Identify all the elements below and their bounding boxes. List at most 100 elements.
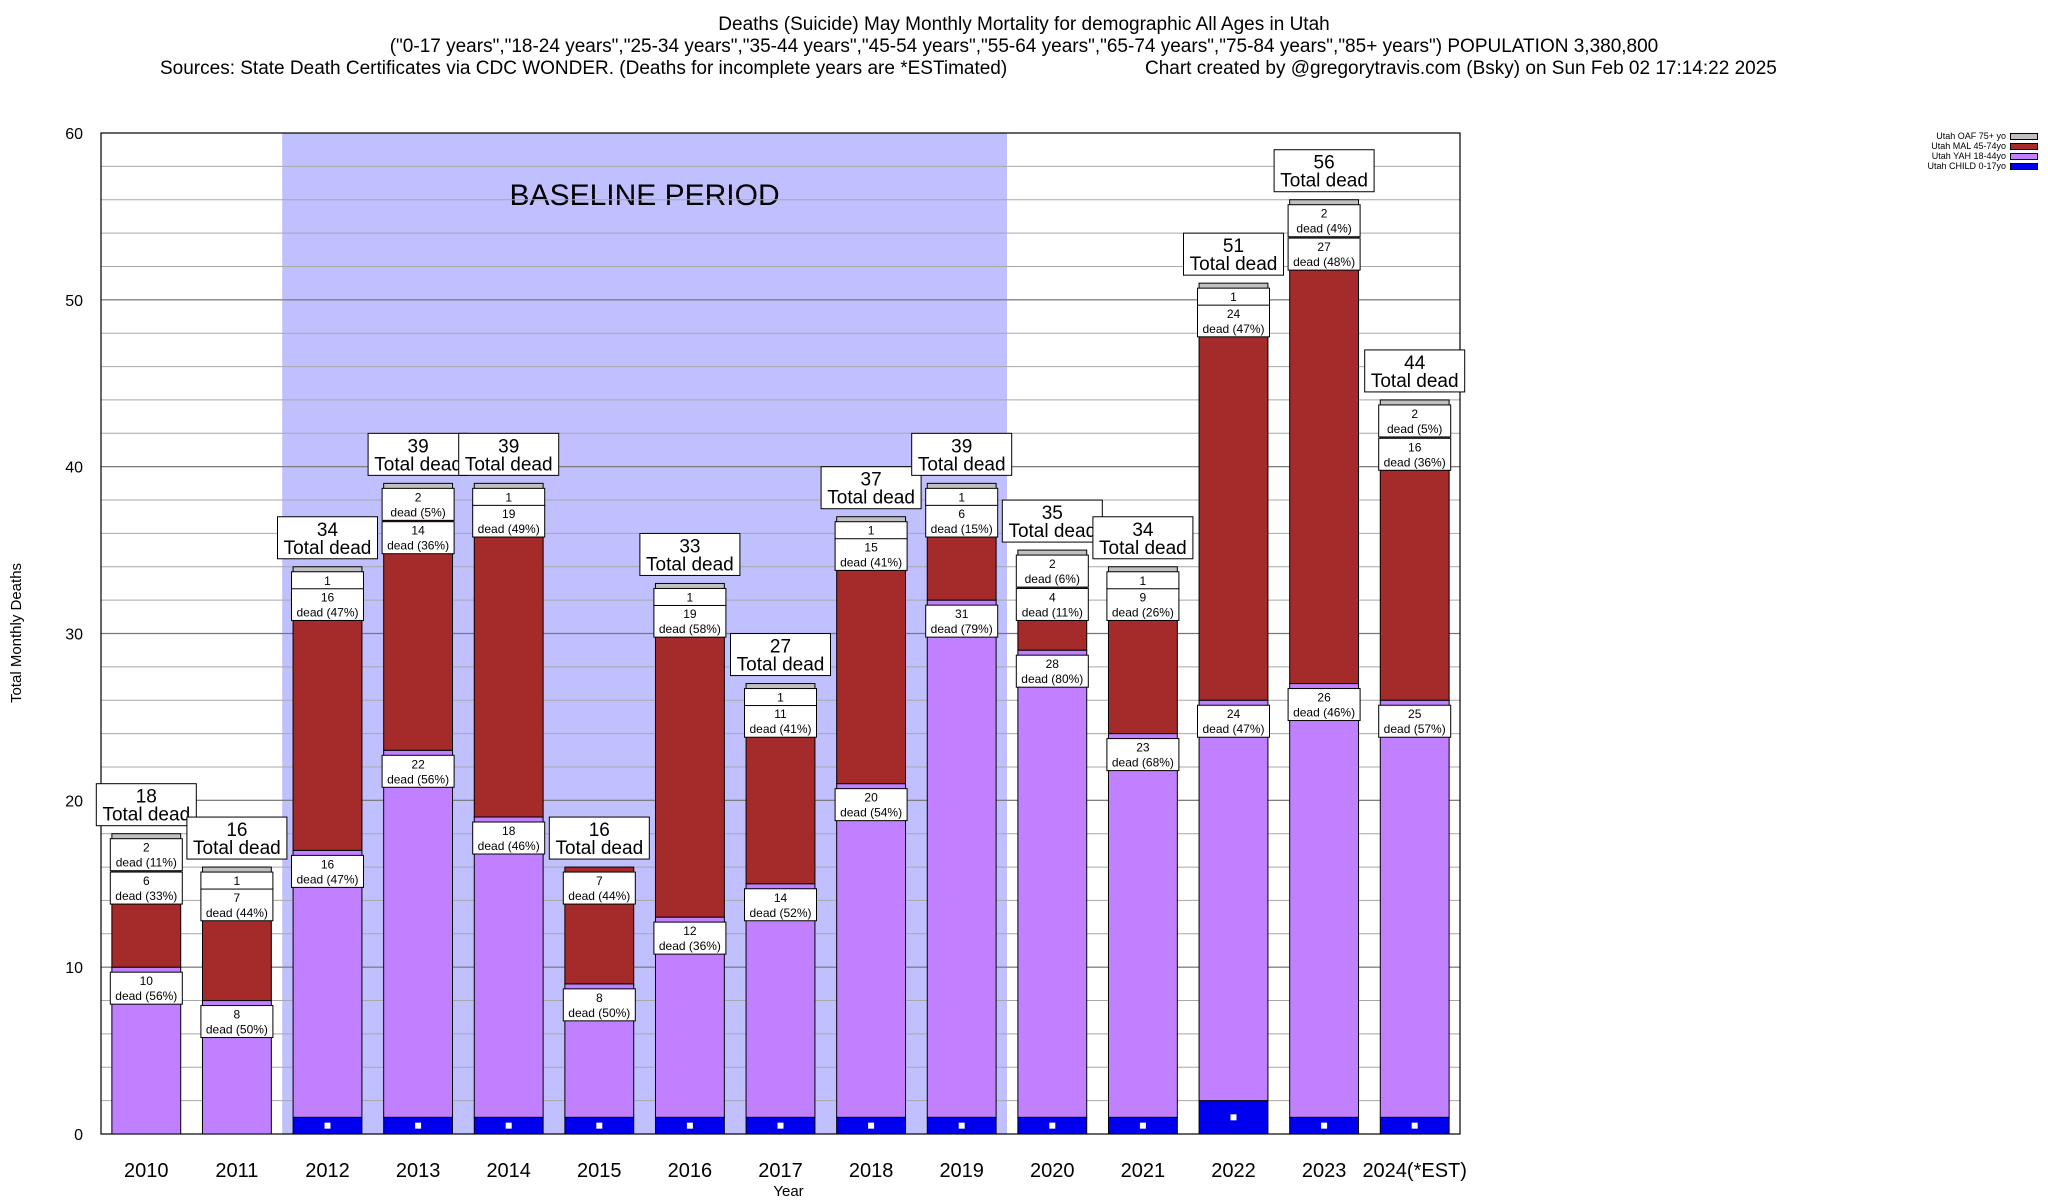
bar-segment-mal	[836, 532, 907, 785]
value-label-oaf-count: 1	[868, 524, 875, 538]
value-label-mal-pct: dead (41%)	[749, 722, 811, 736]
x-tick-label: 2022	[1211, 1160, 1256, 1182]
value-label-yah-box	[472, 821, 546, 855]
value-label-yah-pct: dead (68%)	[1112, 756, 1174, 770]
value-label-yah-pct: dead (46%)	[1293, 706, 1355, 720]
bar-segment-mal	[292, 582, 363, 851]
value-label-mal-box	[472, 504, 546, 538]
bar-marker-child	[505, 1122, 512, 1129]
bar-marker-child	[1411, 1122, 1418, 1129]
value-label-mal-pct: dead (11%)	[1022, 605, 1083, 619]
bar-segment-mal	[473, 499, 544, 818]
value-label-oaf-box	[744, 688, 817, 707]
x-tick-label: 2023	[1302, 1160, 1347, 1182]
value-label-mal-pct: dead (47%)	[296, 605, 358, 619]
legend-label-child: Utah CHILD 0-17yo	[1927, 161, 2006, 171]
value-label-mal-count: 16	[321, 590, 335, 604]
value-label-mal-pct: dead (36%)	[387, 539, 449, 553]
value-label-mal-pct: dead (47%)	[1202, 322, 1264, 336]
title-line-2: ("0-17 years","18-24 years","25-34 years…	[389, 36, 1659, 57]
x-tick-label: 2010	[124, 1160, 169, 1182]
bar-segment-mal	[1198, 299, 1269, 701]
value-label-mal-pct: dead (48%)	[1293, 255, 1355, 269]
value-label-mal-count: 14	[411, 524, 425, 538]
value-label-oaf-count: 1	[234, 874, 241, 888]
total-label-text: Total dead	[737, 655, 825, 676]
value-label-oaf-box	[381, 487, 455, 521]
value-label-mal-box	[1287, 237, 1361, 271]
value-label-oaf-count: 2	[1049, 557, 1056, 571]
total-label-value: 44	[1404, 353, 1426, 374]
value-label-oaf-pct: dead (4%)	[1296, 222, 1351, 236]
value-label-mal-pct: dead (49%)	[478, 522, 540, 536]
bar-marker-child	[1230, 1114, 1237, 1121]
value-label-mal-box	[381, 521, 455, 555]
value-label-oaf-box	[834, 521, 908, 540]
value-label-yah-count: 18	[502, 824, 516, 838]
total-label-text: Total dead	[193, 838, 281, 859]
value-label-yah-count: 14	[774, 891, 788, 905]
value-label-yah-box	[653, 921, 727, 955]
total-label-text: Total dead	[646, 554, 734, 575]
value-label-mal-box	[562, 871, 636, 905]
value-label-mal-count: 16	[1408, 440, 1422, 454]
value-label-yah-count: 31	[955, 607, 969, 621]
value-label-yah-box	[1106, 738, 1180, 772]
chart-legend: Utah OAF 75+ yo Utah MAL 45-74yo Utah YA…	[1860, 131, 2038, 171]
bar-segment-mal	[383, 516, 454, 751]
legend-item-child: Utah CHILD 0-17yo	[1860, 161, 2038, 171]
legend-label-mal: Utah MAL 45-74yo	[1931, 141, 2006, 151]
value-label-yah-count: 26	[1317, 691, 1331, 705]
value-label-yah-pct: dead (54%)	[840, 806, 902, 820]
value-label-yah-count: 28	[1046, 657, 1060, 671]
value-label-mal-pct: dead (15%)	[931, 522, 993, 536]
value-label-mal-box	[291, 587, 364, 621]
total-label-box	[820, 466, 922, 510]
value-label-oaf-count: 1	[324, 574, 331, 588]
x-tick-label: 2020	[1030, 1160, 1075, 1182]
bar-segment-yah	[745, 883, 816, 1118]
value-label-yah-box	[562, 988, 636, 1022]
value-label-yah-pct: dead (79%)	[931, 622, 993, 636]
value-label-oaf-count: 1	[958, 490, 965, 504]
value-label-yah-box	[381, 754, 455, 788]
y-tick-label: 10	[65, 960, 83, 977]
value-label-yah-pct: dead (47%)	[1202, 722, 1264, 736]
legend-label-yah: Utah YAH 18-44yo	[1931, 151, 2006, 161]
value-label-oaf-count: 2	[1321, 207, 1328, 221]
legend-swatch-oaf	[2010, 132, 2038, 140]
value-label-yah-pct: dead (50%)	[206, 1023, 268, 1037]
value-label-yah-pct: dead (50%)	[568, 1006, 630, 1020]
value-label-yah-count: 8	[596, 991, 603, 1005]
total-label-value: 37	[861, 470, 882, 491]
value-label-oaf-pct: dead (11%)	[116, 856, 177, 870]
y-tick-label: 30	[65, 627, 83, 644]
value-label-oaf-count: 1	[687, 590, 694, 604]
value-label-oaf-count: 2	[143, 841, 150, 855]
bar-marker-child	[868, 1122, 875, 1129]
total-label-text: Total dead	[1008, 521, 1096, 542]
bar-segment-mal	[1289, 232, 1360, 685]
value-label-yah-box	[1378, 704, 1452, 738]
value-label-yah-box	[744, 888, 817, 922]
x-tick-label: 2019	[939, 1160, 984, 1182]
value-label-yah-count: 20	[864, 791, 878, 805]
value-label-mal-count: 4	[1049, 590, 1056, 604]
value-label-yah-count: 22	[411, 757, 425, 771]
total-label-box	[95, 783, 197, 827]
total-label-text: Total dead	[1280, 171, 1368, 192]
value-label-mal-pct: dead (26%)	[1112, 605, 1174, 619]
x-tick-label: 2011	[215, 1160, 258, 1182]
bar-segment-yah	[292, 849, 363, 1118]
value-label-mal-count: 11	[774, 707, 787, 721]
total-label-value: 51	[1223, 236, 1244, 257]
total-label-value: 34	[317, 520, 339, 541]
value-label-yah-count: 25	[1408, 707, 1422, 721]
value-label-oaf-box	[653, 587, 727, 606]
value-label-yah-pct: dead (56%)	[115, 989, 177, 1003]
value-label-mal-count: 7	[596, 874, 603, 888]
total-label-text: Total dead	[827, 488, 915, 509]
total-label-value: 16	[589, 820, 610, 841]
value-label-oaf-box	[1015, 554, 1089, 588]
